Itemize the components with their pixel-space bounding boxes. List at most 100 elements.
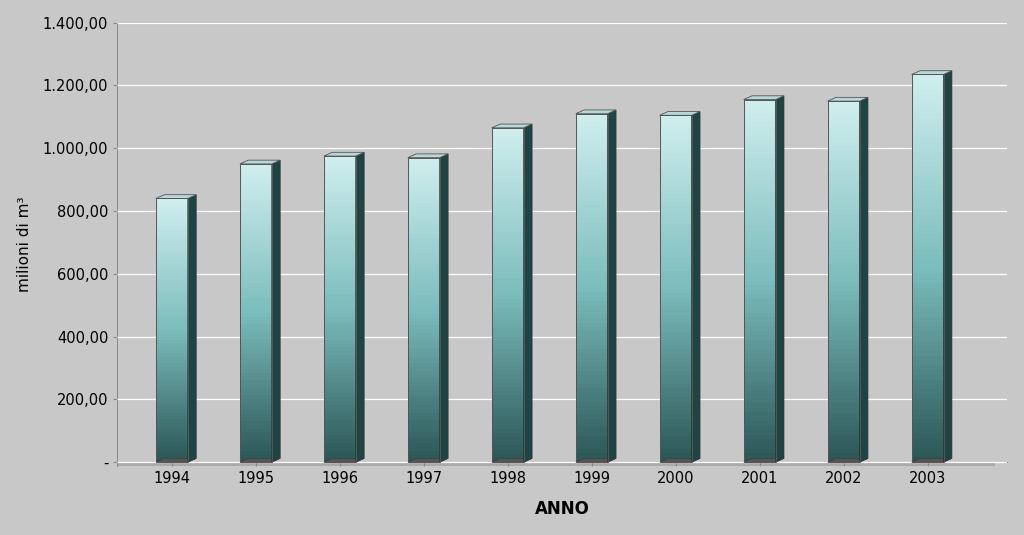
- Bar: [240, 402, 271, 406]
- Bar: [743, 358, 775, 362]
- Bar: [827, 209, 859, 214]
- Bar: [324, 259, 355, 263]
- Bar: [156, 327, 187, 330]
- Bar: [743, 140, 775, 145]
- Bar: [324, 458, 355, 462]
- Bar: [911, 118, 943, 123]
- Bar: [575, 162, 607, 166]
- Bar: [575, 144, 607, 149]
- Bar: [659, 224, 691, 228]
- Bar: [240, 358, 271, 362]
- Bar: [240, 291, 271, 294]
- Bar: [240, 205, 271, 209]
- Bar: [156, 235, 187, 238]
- Bar: [743, 308, 775, 312]
- Bar: [240, 302, 271, 305]
- Bar: [492, 416, 523, 421]
- Polygon shape: [827, 458, 868, 462]
- Bar: [408, 287, 439, 291]
- Bar: [324, 382, 355, 386]
- Bar: [827, 322, 859, 327]
- Bar: [324, 263, 355, 267]
- Bar: [324, 190, 355, 194]
- Bar: [408, 424, 439, 428]
- Polygon shape: [156, 458, 197, 462]
- Bar: [659, 293, 691, 297]
- Bar: [743, 453, 775, 457]
- Bar: [911, 94, 943, 98]
- Bar: [911, 370, 943, 375]
- Bar: [492, 190, 523, 195]
- Bar: [827, 146, 859, 151]
- Bar: [156, 225, 187, 228]
- Bar: [575, 249, 607, 253]
- Bar: [575, 393, 607, 397]
- Bar: [575, 445, 607, 449]
- Bar: [659, 215, 691, 219]
- Bar: [156, 304, 187, 307]
- Bar: [492, 341, 523, 345]
- Bar: [827, 385, 859, 390]
- Bar: [827, 331, 859, 336]
- Bar: [240, 332, 271, 335]
- Bar: [659, 150, 691, 154]
- Bar: [911, 404, 943, 409]
- Bar: [156, 255, 187, 258]
- Bar: [324, 256, 355, 259]
- Bar: [575, 323, 607, 327]
- Bar: [743, 362, 775, 367]
- Bar: [575, 223, 607, 227]
- Bar: [492, 140, 523, 144]
- Bar: [240, 265, 271, 269]
- Bar: [408, 226, 439, 230]
- Bar: [659, 315, 691, 319]
- Bar: [324, 183, 355, 187]
- Bar: [240, 455, 271, 458]
- Bar: [408, 401, 439, 405]
- Bar: [492, 157, 523, 161]
- Bar: [659, 306, 691, 310]
- Bar: [827, 164, 859, 169]
- Bar: [827, 214, 859, 218]
- Polygon shape: [355, 152, 365, 462]
- Bar: [827, 101, 859, 105]
- Bar: [156, 389, 187, 393]
- Bar: [659, 449, 691, 454]
- Bar: [575, 149, 607, 153]
- Bar: [240, 447, 271, 451]
- Bar: [575, 279, 607, 284]
- Bar: [324, 279, 355, 282]
- Bar: [743, 294, 775, 299]
- Polygon shape: [859, 97, 868, 462]
- Polygon shape: [911, 71, 952, 74]
- Bar: [911, 269, 943, 273]
- Bar: [492, 220, 523, 224]
- Bar: [324, 297, 355, 301]
- Bar: [492, 136, 523, 140]
- Bar: [408, 458, 439, 462]
- Bar: [492, 232, 523, 236]
- Bar: [156, 419, 187, 423]
- Bar: [240, 201, 271, 205]
- Bar: [156, 334, 187, 337]
- Bar: [240, 212, 271, 216]
- Bar: [659, 133, 691, 137]
- Bar: [911, 322, 943, 326]
- Bar: [911, 171, 943, 176]
- Bar: [156, 261, 187, 264]
- Bar: [575, 458, 607, 462]
- Bar: [827, 309, 859, 313]
- Bar: [156, 409, 187, 412]
- Bar: [827, 201, 859, 205]
- Bar: [408, 378, 439, 382]
- Bar: [156, 218, 187, 221]
- Bar: [575, 314, 607, 318]
- Bar: [659, 258, 691, 263]
- Bar: [575, 310, 607, 314]
- Bar: [408, 257, 439, 261]
- Bar: [408, 302, 439, 306]
- Bar: [827, 444, 859, 449]
- Bar: [240, 276, 271, 279]
- Bar: [240, 194, 271, 197]
- Bar: [659, 302, 691, 306]
